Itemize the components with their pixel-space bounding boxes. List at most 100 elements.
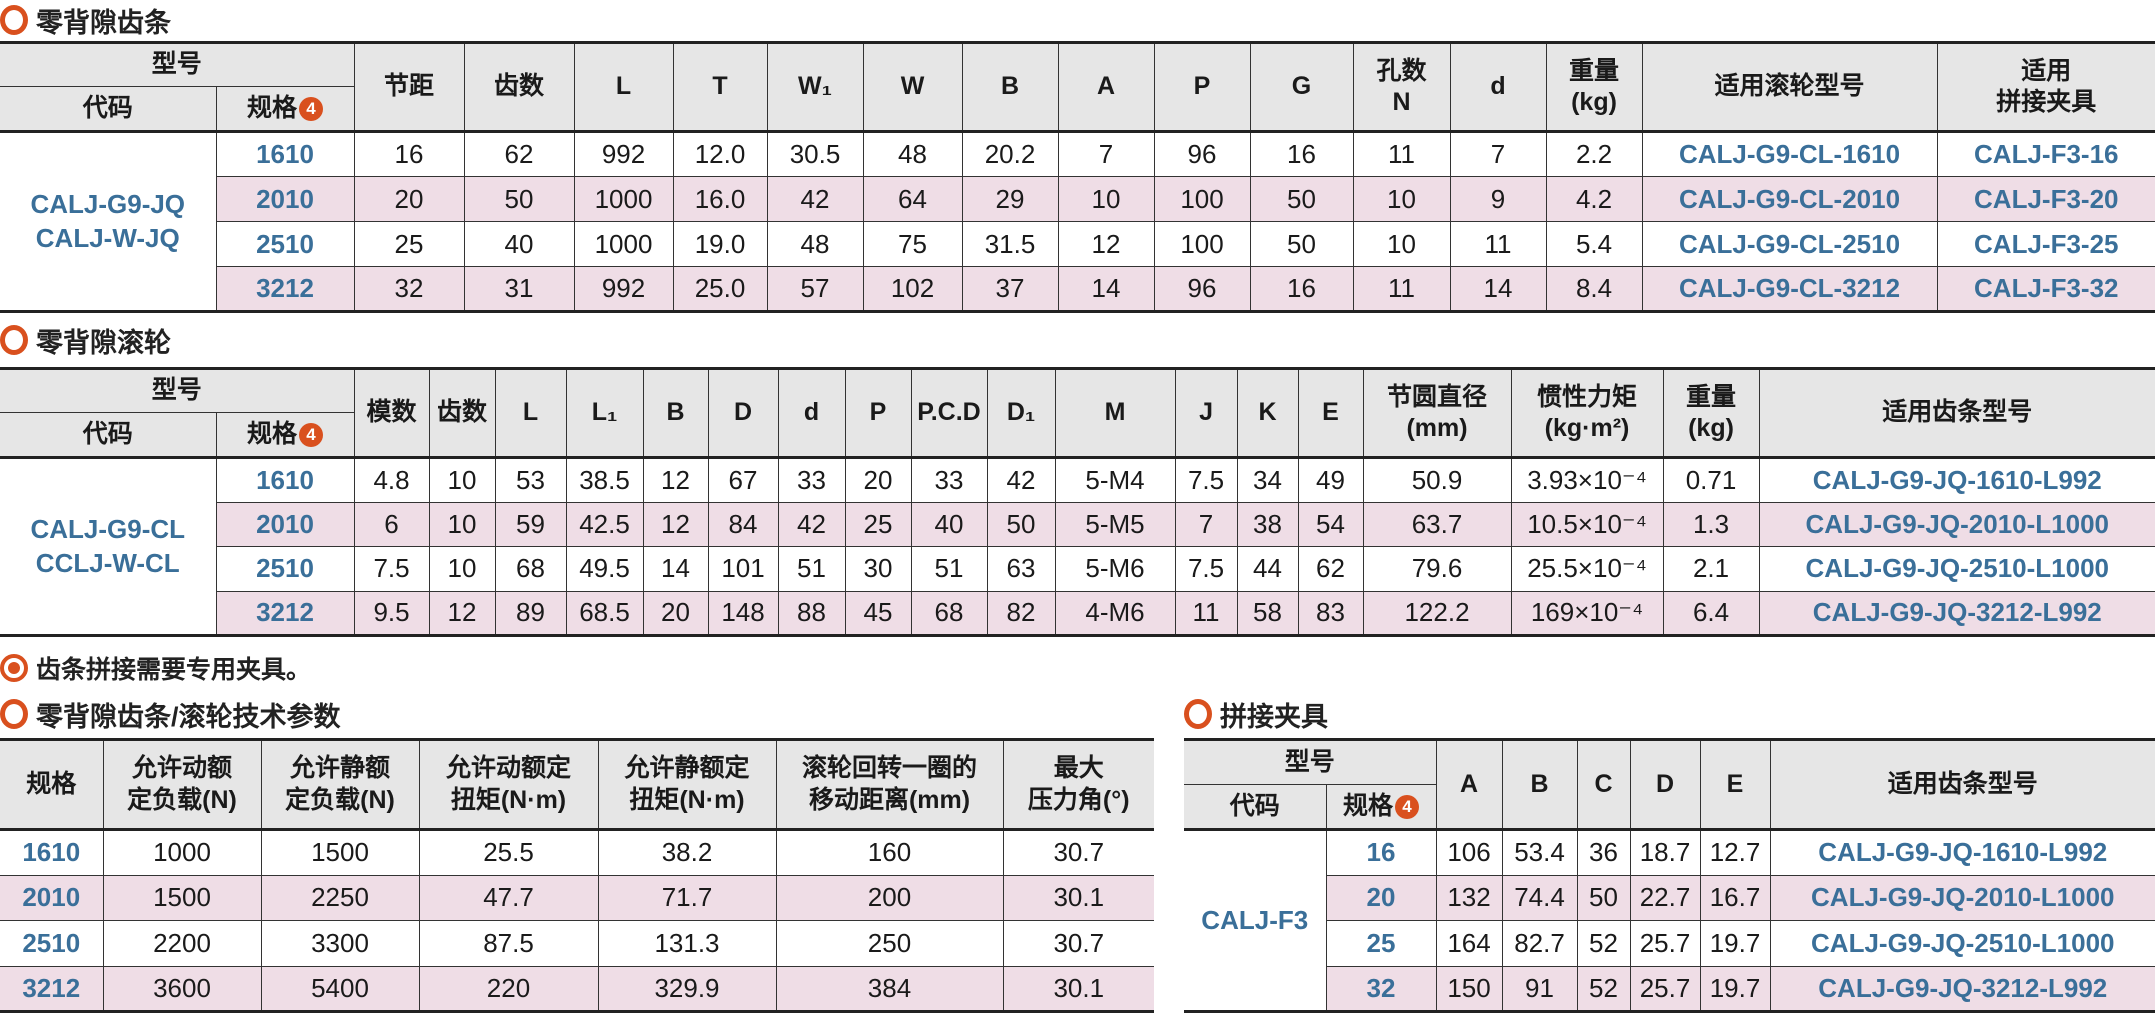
value-cell: 2200	[102, 920, 262, 967]
value-cell: 38.5	[565, 457, 644, 503]
header-J: J	[1174, 368, 1238, 459]
value-cell: 10	[428, 546, 496, 592]
value-cell: 49.5	[565, 546, 644, 592]
value-cell: 169×10⁻⁴	[1510, 590, 1664, 636]
model-ref-cell: CALJ-G9-JQ-1610-L992	[1758, 457, 2155, 503]
header-dynamic-load: 允许动额 定负载(N)	[102, 739, 262, 831]
value-cell: 48	[862, 131, 963, 177]
value-cell: 3600	[102, 965, 262, 1012]
value-cell: 3300	[260, 920, 420, 967]
value-cell: 992	[573, 266, 674, 312]
value-cell: 25.0	[672, 266, 768, 312]
value-cell: 50	[1576, 874, 1631, 921]
header-G: G	[1249, 42, 1354, 133]
value-cell: 25.5	[418, 829, 599, 876]
value-cell: 68	[494, 546, 567, 592]
header-spec: 规格 4	[1325, 784, 1437, 831]
value-cell: 52	[1576, 965, 1631, 1012]
value-cell: 31.5	[961, 221, 1059, 267]
value-cell: 7	[1449, 131, 1547, 177]
value-cell: 7	[1057, 131, 1155, 177]
value-cell: 122.2	[1362, 590, 1512, 636]
circle-bullet-icon	[0, 699, 28, 729]
value-cell: 51	[777, 546, 846, 592]
value-cell: 63.7	[1362, 501, 1512, 547]
value-cell: 58	[1236, 590, 1299, 636]
value-cell: 7.5	[1174, 457, 1238, 503]
value-cell: 329.9	[597, 965, 777, 1012]
model-code: CCLJ-W-CL	[35, 547, 180, 578]
value-cell: 6.4	[1662, 590, 1760, 636]
value-cell: 6	[353, 501, 430, 547]
value-cell: 22.7	[1629, 874, 1701, 921]
value-cell: 164	[1435, 920, 1503, 967]
value-cell: 18.7	[1629, 829, 1701, 876]
header-holes: 孔数 N	[1352, 42, 1451, 133]
model-ref-cell: CALJ-G9-CL-3212	[1641, 266, 1938, 312]
value-cell: 40	[463, 221, 575, 267]
value-cell: 50.9	[1362, 457, 1512, 503]
value-cell: 200	[775, 874, 1004, 921]
value-cell: 57	[766, 266, 864, 312]
value-cell: 12	[642, 457, 709, 503]
value-cell: 25.7	[1629, 920, 1701, 967]
value-cell: 16.7	[1699, 874, 1771, 921]
spec-cell: 2510	[216, 221, 355, 267]
value-cell: 37	[961, 266, 1059, 312]
roller-table: 型号 模数 齿数 L L₁ B D d P P.C.D D₁ M J K E 节…	[0, 367, 2155, 637]
circle-bullet-icon	[0, 325, 28, 355]
value-cell: 1000	[102, 829, 262, 876]
value-cell: 88	[777, 590, 846, 636]
value-cell: 33	[777, 457, 846, 503]
spec-cell: 3212	[216, 266, 355, 312]
value-cell: 25.7	[1629, 965, 1701, 1012]
header-L1: L₁	[565, 368, 644, 459]
header-M: M	[1054, 368, 1176, 459]
value-cell: 19.0	[672, 221, 768, 267]
value-cell: 14	[642, 546, 709, 592]
model-ref-cell: CALJ-G9-JQ-2510-L1000	[1769, 920, 2155, 967]
header-L: L	[573, 42, 674, 133]
header-B: B	[642, 368, 709, 459]
section-title-text: 零背隙齿条/滚轮技术参数	[36, 701, 341, 732]
header-spec-text: 规格	[247, 93, 298, 122]
value-cell: 79.6	[1362, 546, 1512, 592]
table-row: 2510 7.5 10 68 49.5 14 101 51 30 51 63 5-M6 7.5 44 62 7…	[0, 546, 2155, 592]
header-pitch: 节距	[353, 42, 465, 133]
value-cell: 34	[1236, 457, 1299, 503]
value-cell: 2250	[260, 874, 420, 921]
spec-cell: 16	[1325, 829, 1437, 876]
value-cell: 8.4	[1545, 266, 1643, 312]
header-D: D	[707, 368, 779, 459]
value-cell: 38	[1236, 501, 1299, 547]
value-cell: 30.7	[1002, 920, 1154, 967]
value-cell: 11	[1449, 221, 1547, 267]
header-spec: 规格 4	[215, 86, 355, 133]
value-cell: 53.4	[1501, 829, 1578, 876]
value-cell: 30	[844, 546, 912, 592]
header-A: A	[1435, 739, 1503, 831]
header-weight: 重量 (kg)	[1545, 42, 1643, 133]
header-E: E	[1699, 739, 1771, 831]
value-cell: 11	[1352, 131, 1451, 177]
value-cell: 67	[707, 457, 779, 503]
header-W1: W₁	[766, 42, 864, 133]
section-title-clamp: 拼接夹具	[1184, 694, 1328, 734]
value-cell: 5-M4	[1054, 457, 1176, 503]
table-row: 2510 25 40 1000 19.0 48 75 31.5 12 100 50 10 11 5.4 CA…	[0, 221, 2155, 267]
table-row: 2010 20 50 1000 16.0 42 64 29 10 100 50 10 9 4.2 CALJ-…	[0, 176, 2155, 222]
value-cell: 96	[1153, 266, 1251, 312]
table-row: 25 164 82.7 52 25.7 19.7 CALJ-G9-JQ-2510-L1000	[1184, 920, 2155, 967]
value-cell: 75	[862, 221, 963, 267]
spec-cell: 2510	[216, 546, 355, 592]
value-cell: 49	[1297, 457, 1364, 503]
params-table: 规格 允许动额 定负载(N) 允许静额 定负载(N) 允许动额定 扭矩(N·m)…	[0, 738, 1154, 1013]
spec-cell: 3212	[216, 590, 355, 636]
value-cell: 16	[1249, 131, 1354, 177]
note-text: 齿条拼接需要专用夹具。	[36, 656, 312, 684]
value-cell: 25	[353, 221, 465, 267]
value-cell: 83	[1297, 590, 1364, 636]
header-B: B	[1501, 739, 1578, 831]
header-d: d	[1449, 42, 1547, 133]
value-cell: 50	[1249, 176, 1354, 222]
